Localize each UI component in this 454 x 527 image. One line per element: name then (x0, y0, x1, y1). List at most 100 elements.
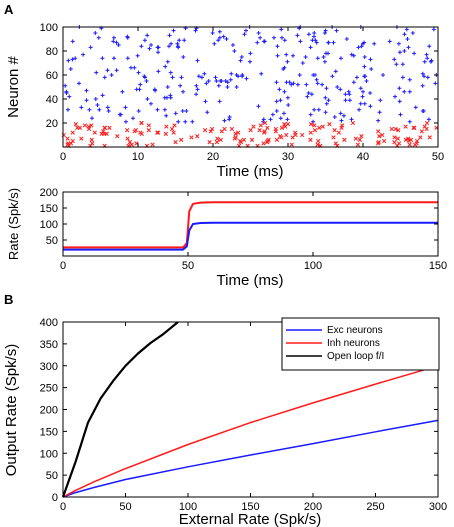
spike-marker (402, 32, 407, 37)
spike-marker (279, 135, 284, 140)
spike-marker (312, 31, 317, 35)
spike-marker (73, 122, 78, 127)
spike-marker (189, 135, 194, 140)
spike-marker (410, 31, 415, 35)
spike-marker (234, 73, 239, 77)
spike-marker (111, 35, 116, 40)
spike-marker (368, 57, 373, 62)
spike-marker (284, 52, 289, 57)
spike-marker (175, 41, 180, 46)
spike-marker (425, 56, 430, 61)
transfer-x-axis-label: External Rate (Spk/s) (179, 511, 322, 527)
x-tick-label: 300 (429, 501, 447, 513)
spike-marker (354, 75, 359, 80)
spike-marker (303, 55, 308, 59)
spike-marker (257, 128, 262, 133)
spike-marker (278, 98, 283, 103)
series-line-1 (63, 221, 438, 251)
spike-marker (347, 98, 352, 103)
spike-marker (82, 123, 88, 128)
spike-marker (279, 35, 284, 40)
spike-marker (273, 129, 278, 134)
spike-marker (308, 137, 313, 142)
spike-marker (155, 130, 161, 135)
spike-marker (351, 80, 356, 85)
spike-marker (125, 128, 130, 133)
spike-marker (271, 35, 276, 40)
spike-marker (68, 67, 73, 71)
spike-marker (156, 50, 161, 55)
spike-marker (326, 51, 331, 56)
spike-marker (229, 126, 235, 132)
spike-marker (222, 118, 227, 123)
spike-marker (420, 71, 425, 76)
spike-marker (282, 89, 287, 94)
spike-marker (265, 125, 270, 130)
spike-marker (426, 117, 431, 122)
spike-marker (314, 40, 319, 45)
spike-marker (293, 132, 298, 138)
spike-marker (344, 37, 349, 41)
spike-marker (322, 59, 327, 64)
spike-marker (167, 33, 172, 38)
spike-marker (164, 113, 169, 118)
spike-marker (193, 28, 198, 33)
spike-marker (165, 59, 170, 64)
spike-marker (274, 109, 279, 113)
spike-marker (407, 77, 412, 82)
spike-marker (312, 128, 318, 133)
spike-marker (230, 43, 235, 47)
rate-x-ticks: 0 50 100 150 (60, 192, 447, 272)
legend: Exc neurons Inh neurons Open loop f/I (281, 317, 440, 371)
spike-marker (402, 49, 407, 53)
rate-x-axis-label: Time (ms) (217, 272, 284, 289)
spike-marker (227, 117, 232, 122)
spike-marker (145, 33, 150, 38)
spike-marker (286, 103, 291, 107)
y-tick-label: 300 (40, 361, 58, 373)
spike-marker (398, 112, 403, 117)
spike-marker (311, 119, 316, 124)
spike-marker (248, 51, 253, 56)
spike-marker (274, 80, 279, 85)
y-tick-label: 100 (40, 448, 58, 460)
spike-marker (378, 98, 383, 103)
spike-marker (142, 74, 147, 79)
rate-plot: 0 50 100 150 50 100 150 200 Time (ms) Rate (Sp… (6, 187, 447, 289)
spike-marker (144, 79, 149, 83)
spike-marker (332, 115, 337, 119)
spike-marker (162, 107, 167, 112)
spike-marker (84, 98, 89, 103)
spike-marker (115, 134, 120, 139)
spike-marker (393, 126, 398, 132)
spike-marker (148, 101, 153, 106)
spike-marker (88, 45, 93, 50)
x-tick-label: 50 (432, 151, 444, 163)
spike-marker (261, 117, 266, 122)
spike-marker (376, 118, 381, 123)
spike-marker (382, 138, 387, 144)
spike-marker (349, 117, 354, 122)
spike-marker (195, 58, 200, 63)
spike-marker (315, 81, 320, 86)
y-tick-label: 150 (40, 426, 58, 438)
y-tick-label: 100 (40, 219, 58, 231)
spike-marker (274, 99, 279, 104)
spike-marker (400, 75, 405, 80)
spike-marker (279, 27, 284, 32)
spike-marker (300, 132, 305, 138)
spike-marker (219, 79, 224, 83)
spike-marker (99, 131, 104, 136)
spike-marker (406, 136, 411, 141)
panel-label-a: A (4, 2, 14, 17)
spike-marker (132, 65, 137, 70)
spike-marker (167, 44, 172, 49)
spike-marker (240, 73, 245, 77)
spike-marker (165, 85, 170, 89)
series-line-0 (62, 419, 439, 498)
spike-marker (129, 142, 134, 147)
spike-marker (331, 40, 336, 45)
spike-marker (308, 130, 313, 135)
spike-marker (274, 137, 280, 142)
spike-marker (150, 142, 155, 147)
